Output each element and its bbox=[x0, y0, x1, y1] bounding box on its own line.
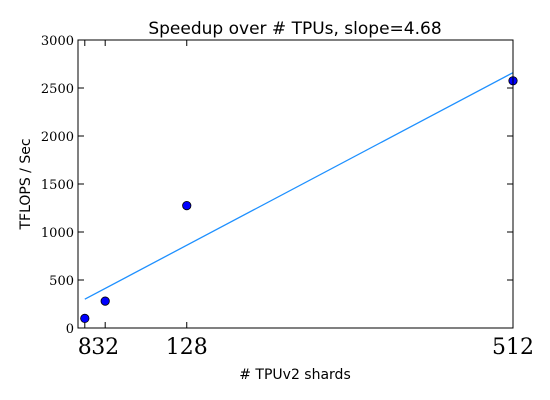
data-point bbox=[100, 296, 110, 306]
y-tick-label: 2500 bbox=[41, 82, 74, 97]
data-point bbox=[80, 313, 90, 323]
y-axis-label: TFLOPS / Sec bbox=[18, 138, 34, 230]
y-tick-label: 2000 bbox=[41, 130, 74, 145]
y-tick-label: 500 bbox=[49, 274, 74, 289]
x-tick-label: 32 bbox=[91, 335, 119, 360]
y-tick-label: 3000 bbox=[41, 34, 74, 49]
fit-line bbox=[84, 72, 514, 300]
data-point bbox=[182, 201, 192, 211]
x-axis-label: # TPUv2 shards bbox=[239, 367, 351, 383]
chart-title: Speedup over # TPUs, slope=4.68 bbox=[148, 19, 441, 39]
plot-layer: 0 500 1000 1500 2000 2500 3000 8 32 128 512 bbox=[41, 34, 534, 360]
x-tick-label: 128 bbox=[166, 335, 208, 360]
plot-frame bbox=[77, 39, 514, 329]
y-tick-label: 1500 bbox=[41, 178, 74, 193]
y-tick-label: 1000 bbox=[41, 226, 74, 241]
x-tick-label: 512 bbox=[492, 335, 534, 360]
x-tick-label: 8 bbox=[78, 335, 92, 360]
y-tick-label: 0 bbox=[66, 322, 74, 337]
